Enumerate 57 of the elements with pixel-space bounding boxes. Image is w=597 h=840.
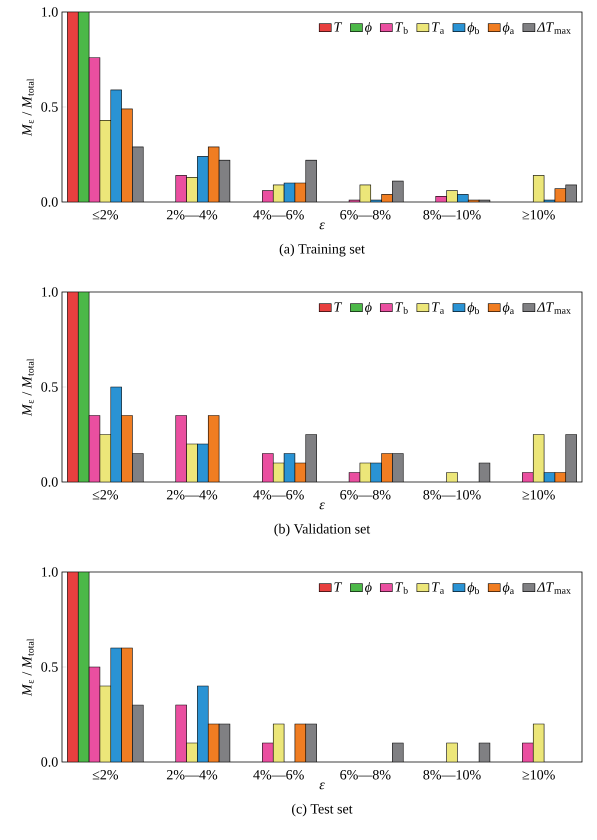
x-tick-label: ≥10% [522,490,555,500]
x-tick-label: 6%—8% [340,490,391,500]
legend-label: T [334,22,342,32]
x-tick-label: 8%—10% [423,210,481,220]
legend-label: ϕ$_{a}$ [502,582,514,595]
x-tick-label: 4%—6% [253,210,304,220]
text: (b) Validation set [274,524,370,536]
x-tick-label: ≤2% [92,210,118,220]
x-tick-label: ≤2% [92,490,118,500]
x-axis-title: ε [320,502,325,510]
legend-label: T$_{a}$ [432,582,444,594]
y-axis-title: M$_{ε}$ / M$_{total}$ [22,78,34,136]
legend-label: T$_{b}$ [395,302,408,314]
legend-label: ϕ$_{b}$ [468,22,480,35]
legend-label: T$_{b}$ [395,582,408,594]
legend-label: T$_{b}$ [395,22,408,34]
x-axis-title: ε [320,782,325,790]
x-tick-label: 2%—4% [166,770,218,780]
legend-label: T [334,302,342,312]
x-tick-label: ≥10% [522,770,555,780]
legend-label: ϕ$_{a}$ [502,302,514,315]
legend-label: ϕ [365,302,372,315]
y-tick-label: 0.5 [41,662,58,672]
legend-label: ΔT$_{max}$ [536,582,571,594]
legend-label: T$_{a}$ [432,22,444,34]
x-tick-label: 8%—10% [423,770,481,780]
x-axis-title: ε [320,222,325,230]
x-tick-label: 4%—6% [253,770,304,780]
x-tick-label: 2%—4% [166,210,218,220]
legend-label: ΔT$_{max}$ [536,302,571,314]
y-tick-label: 0.5 [41,102,58,112]
legend-label: ϕ$_{b}$ [468,582,480,595]
y-tick-label: 0.5 [41,382,58,392]
y-tick-label: 1.0 [42,7,58,17]
legend-label: ϕ [365,582,372,595]
y-tick-label: 1.0 [42,567,58,577]
legend-label: T$_{a}$ [432,302,444,314]
y-tick-label: 0.0 [41,757,58,767]
y-axis-title: M$_{ε}$ / M$_{total}$ [22,638,34,696]
legend-label: ϕ [365,22,372,35]
text: (c) Test set [292,804,353,816]
y-axis-title: M$_{ε}$ / M$_{total}$ [22,358,34,416]
x-tick-label: 2%—4% [166,490,218,500]
x-tick-label: ≥10% [522,210,555,220]
legend-label: ϕ$_{b}$ [468,302,480,315]
y-tick-label: 1.0 [42,287,58,297]
x-tick-label: 4%—6% [253,490,304,500]
x-tick-label: 6%—8% [340,770,391,780]
x-tick-label: ≤2% [92,770,118,780]
x-tick-label: 6%—8% [340,210,391,220]
y-tick-label: 0.0 [41,477,58,487]
y-tick-label: 0.0 [41,197,58,207]
legend-label: ϕ$_{a}$ [502,22,514,35]
x-tick-label: 8%—10% [423,490,481,500]
text: (a) Training set [280,244,365,256]
legend-label: T [334,582,342,592]
legend-label: ΔT$_{max}$ [536,22,571,34]
